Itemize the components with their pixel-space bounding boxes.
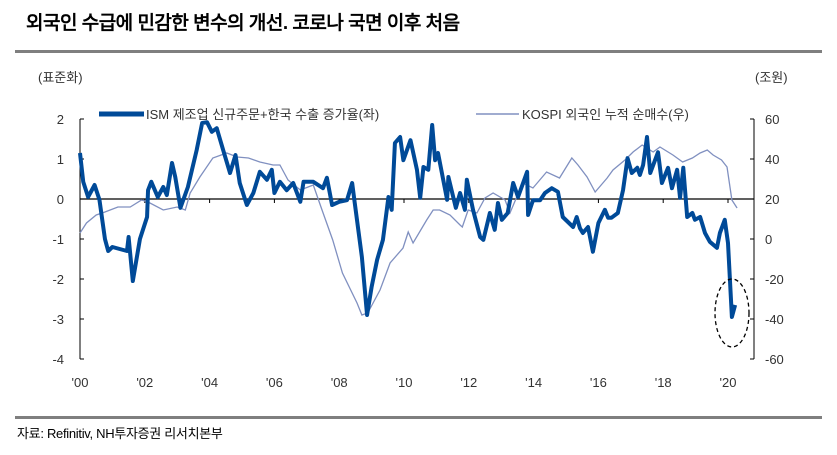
- top-rule: [15, 50, 822, 53]
- series-ism-line: [78, 120, 738, 319]
- left-tick-label: -1: [52, 232, 64, 247]
- source-note: 자료: Refinitiv, NH투자증권 리서치본부: [17, 426, 223, 441]
- right-tick-label: 20: [765, 192, 779, 207]
- legend-label-kospi: KOSPI 외국인 누적 순매수(우): [522, 107, 689, 122]
- legend-label-ism: ISM 제조업 신규주문+한국 수출 증가율(좌): [146, 107, 379, 122]
- x-tick-label: '12: [460, 375, 477, 390]
- x-tick-label: '08: [331, 375, 348, 390]
- right-tick-label: -60: [765, 352, 784, 367]
- legend: ISM 제조업 신규주문+한국 수출 증가율(좌) KOSPI 외국인 누적 순…: [99, 107, 689, 122]
- left-tick-label: 0: [57, 192, 64, 207]
- right-tick-label: -20: [765, 272, 784, 287]
- left-unit-label: (표준화): [38, 70, 83, 85]
- right-tick-label: 0: [765, 232, 772, 247]
- x-tick-label: '10: [396, 375, 413, 390]
- x-tick-label: '16: [590, 375, 607, 390]
- right-tick-label: 40: [765, 152, 779, 167]
- chart-title: 외국인 수급에 민감한 변수의 개선. 코로나 국면 이후 처음: [26, 13, 460, 34]
- right-unit-label: (조원): [755, 70, 788, 85]
- x-tick-label: '04: [201, 375, 218, 390]
- left-tick-label: 2: [57, 112, 64, 127]
- right-tick-label: 60: [765, 112, 779, 127]
- left-tick-label: -3: [52, 312, 64, 327]
- x-tick-label: '02: [136, 375, 153, 390]
- x-tick-label: '20: [720, 375, 737, 390]
- highlight-ellipse: [714, 278, 750, 348]
- bottom-rule: [15, 416, 822, 419]
- right-tick-label: -40: [765, 312, 784, 327]
- x-tick-label: '18: [655, 375, 672, 390]
- left-tick-label: 1: [57, 152, 64, 167]
- x-tick-label: '00: [72, 375, 89, 390]
- x-tick-label: '14: [525, 375, 542, 390]
- left-tick-label: -2: [52, 272, 64, 287]
- x-tick-label: '06: [266, 375, 283, 390]
- left-tick-label: -4: [52, 352, 64, 367]
